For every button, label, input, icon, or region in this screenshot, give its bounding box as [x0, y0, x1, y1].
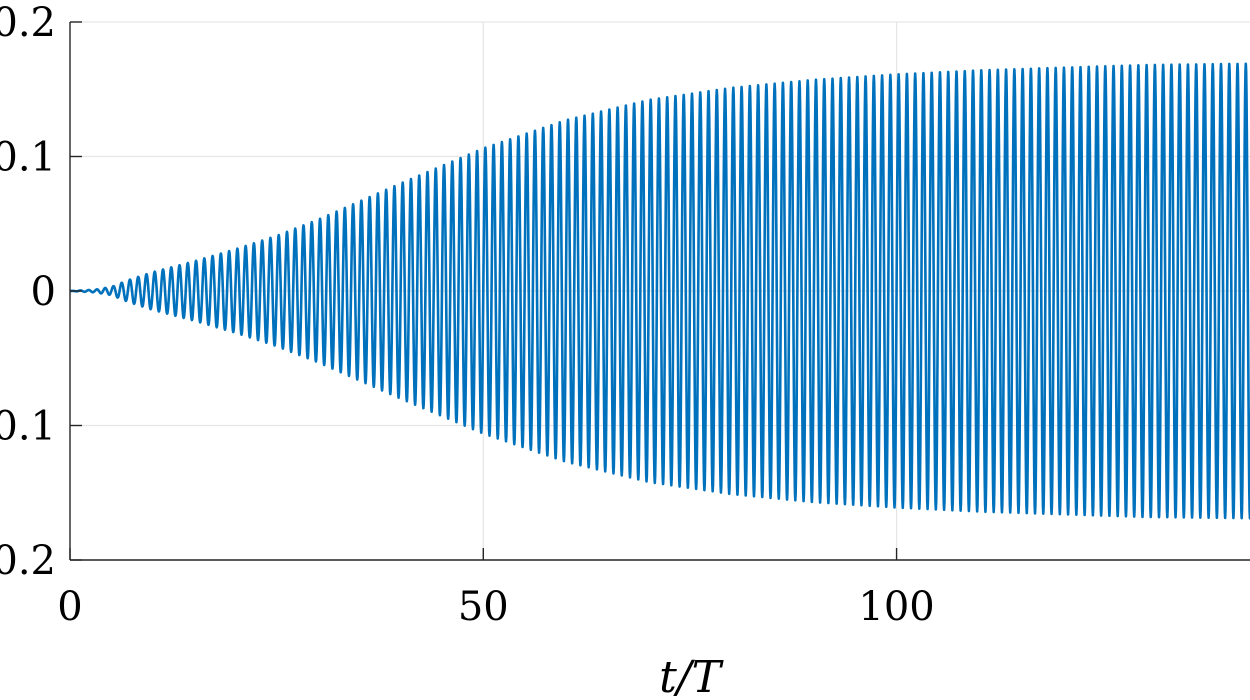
- x-tick-label: 0: [57, 584, 82, 630]
- y-tick-label: -0.1: [0, 404, 56, 450]
- y-tick-label: 0.2: [0, 0, 56, 46]
- y-tick-label: 0.1: [0, 135, 56, 181]
- x-tick-label: 50: [458, 584, 509, 630]
- y-tick-label: 0: [31, 269, 56, 315]
- axes: [69, 21, 1250, 561]
- y-tick-label: -0.2: [0, 538, 56, 584]
- series-layer: [69, 62, 1250, 520]
- tick-labels: 0 50 100 -0.2 -0.1 0 0.1 0.2: [0, 0, 935, 630]
- series-line-0: [69, 62, 1250, 520]
- x-tick-label: 100: [858, 584, 934, 630]
- x-axis-label: t/T: [659, 652, 725, 700]
